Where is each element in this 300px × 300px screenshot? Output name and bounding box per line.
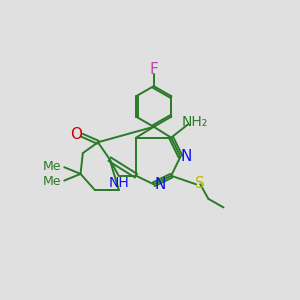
Text: O: O bbox=[70, 127, 82, 142]
Text: N: N bbox=[154, 177, 166, 192]
Text: N: N bbox=[181, 148, 192, 164]
Text: Me: Me bbox=[43, 160, 62, 173]
Text: NH: NH bbox=[108, 176, 129, 190]
Text: NH₂: NH₂ bbox=[182, 116, 208, 129]
Text: S: S bbox=[195, 176, 205, 191]
Text: Me: Me bbox=[43, 175, 62, 188]
Text: F: F bbox=[149, 62, 158, 77]
